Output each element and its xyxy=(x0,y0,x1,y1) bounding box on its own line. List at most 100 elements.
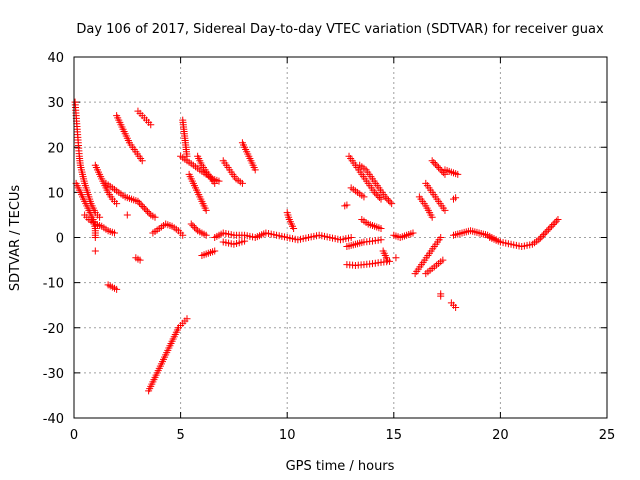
data-point xyxy=(347,234,355,241)
data-point xyxy=(91,247,99,255)
data-point xyxy=(137,201,145,209)
series-arc-13-d xyxy=(341,201,351,210)
series-arc-16-b xyxy=(415,193,436,221)
data-point xyxy=(554,215,562,223)
data-point xyxy=(544,226,552,234)
data-point xyxy=(360,193,368,201)
data-point xyxy=(211,247,219,255)
data-point xyxy=(383,195,391,203)
series-arc-early-c xyxy=(81,211,119,237)
series-arc-5-d xyxy=(187,220,210,239)
data-point xyxy=(371,188,379,196)
data-point xyxy=(374,192,382,200)
series-arc-13-neg-2 xyxy=(343,257,394,269)
series-arc-7-a xyxy=(219,157,246,187)
x-tick-label: 15 xyxy=(386,428,403,443)
data-point xyxy=(436,165,444,173)
data-point xyxy=(377,236,385,244)
data-point xyxy=(91,234,99,241)
x-tick-label: 5 xyxy=(176,428,184,443)
series-arc-mid-1 xyxy=(113,112,146,165)
data-point xyxy=(190,223,198,231)
data-point xyxy=(437,234,445,241)
data-point xyxy=(372,190,380,198)
data-point xyxy=(433,162,441,170)
data-point xyxy=(151,213,159,221)
data-point xyxy=(96,213,104,221)
data-point xyxy=(136,256,144,264)
data-point xyxy=(183,315,191,323)
series-arc-16-a xyxy=(422,179,449,214)
x-tick-label: 20 xyxy=(492,428,509,443)
x-tick-label: 10 xyxy=(279,428,296,443)
data-point xyxy=(538,232,546,240)
series-arc-flat-7-13 xyxy=(211,229,355,244)
series-arc-flat-7-b xyxy=(219,237,249,248)
data-point xyxy=(145,209,153,217)
data-point xyxy=(238,179,246,187)
data-point xyxy=(439,256,447,264)
series-arc-17-b xyxy=(441,166,462,178)
chart-title: Day 106 of 2017, Sidereal Day-to-day VTE… xyxy=(76,22,604,37)
data-point xyxy=(179,231,187,239)
plot-frame xyxy=(73,56,608,419)
data-point xyxy=(189,222,197,230)
data-point xyxy=(392,254,400,262)
y-tick-label: 20 xyxy=(47,141,64,156)
data-point xyxy=(551,219,559,227)
data-point xyxy=(139,202,147,210)
data-point xyxy=(536,234,544,242)
data-point xyxy=(437,292,445,300)
data-point xyxy=(381,193,389,201)
series-arc-17-neg-2 xyxy=(447,299,460,311)
data-point xyxy=(241,237,249,245)
y-tick-label: 10 xyxy=(47,186,64,201)
data-point xyxy=(541,229,549,237)
series-arc-13-neg xyxy=(343,236,385,251)
data-point xyxy=(142,206,150,214)
data-point xyxy=(540,231,548,239)
data-point xyxy=(435,164,443,172)
series-arc-14-isolated xyxy=(392,254,400,262)
data-point xyxy=(543,227,551,235)
x-tick-label: 25 xyxy=(599,428,616,443)
data-point xyxy=(452,303,460,311)
series-arc-2-isolated xyxy=(123,211,131,219)
data-point xyxy=(428,213,436,221)
data-point xyxy=(290,224,298,232)
series-arc-18-spike xyxy=(449,194,460,203)
data-point xyxy=(452,194,460,202)
data-point xyxy=(215,177,223,185)
data-point xyxy=(192,225,200,233)
data-point xyxy=(111,229,119,237)
y-tick-label: -20 xyxy=(43,322,64,337)
series-arc-flat-4 xyxy=(149,220,187,239)
series-arc-13-a xyxy=(345,152,385,203)
data-point xyxy=(535,236,543,244)
data-point xyxy=(549,221,557,229)
data-point xyxy=(377,195,385,203)
data-point xyxy=(428,157,436,165)
data-point xyxy=(136,199,144,207)
series-arc-mid-2 xyxy=(134,107,155,129)
data-point xyxy=(441,206,449,214)
data-point xyxy=(388,200,396,208)
data-point xyxy=(144,208,152,216)
data-point xyxy=(113,200,121,208)
data-point xyxy=(251,166,259,174)
series-arc-5-b xyxy=(185,170,210,214)
data-point xyxy=(147,121,155,129)
series-arc-10-spike xyxy=(283,209,298,232)
y-tick-label: 40 xyxy=(47,51,64,66)
y-tick-label: -30 xyxy=(43,367,64,382)
data-point xyxy=(454,170,462,178)
series-arc-14-b xyxy=(379,247,391,264)
data-point xyxy=(552,217,560,225)
data-point xyxy=(546,224,554,232)
series-arc-13-c xyxy=(347,184,368,201)
data-marks xyxy=(71,98,562,395)
series-arc-8-a xyxy=(238,139,259,174)
y-tick-label: 0 xyxy=(56,232,64,247)
series-arc-13-e xyxy=(358,215,385,232)
